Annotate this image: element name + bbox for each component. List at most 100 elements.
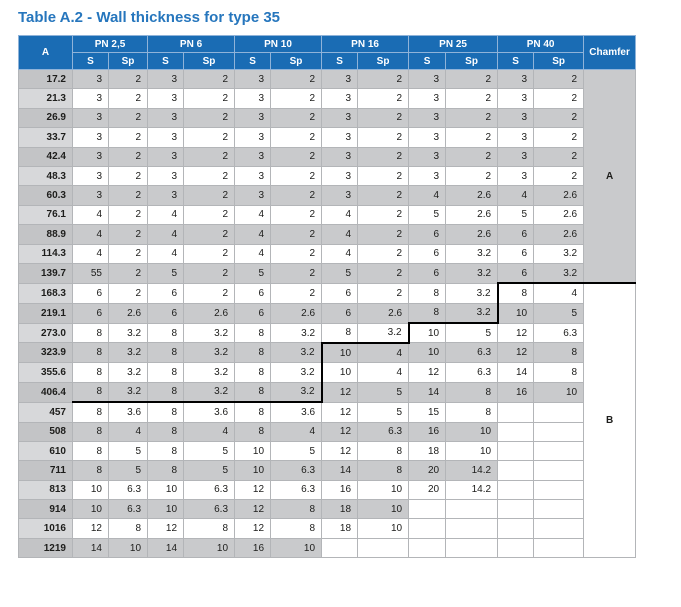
value-cell: 10: [445, 421, 499, 442]
value-cell: 6: [408, 224, 447, 245]
value-cell: 3: [408, 165, 447, 187]
table-row: 1219 14 10 14 10 16 10: [18, 537, 636, 559]
value-cell: 3.2: [107, 362, 149, 383]
value-cell: 8: [270, 518, 323, 539]
value-cell: [357, 537, 410, 559]
value-cell: 5: [321, 262, 359, 284]
value-cell: 3: [497, 146, 535, 167]
value-cell: 3.2: [107, 381, 149, 404]
value-cell: 2: [270, 146, 323, 167]
value-cell: 3: [321, 165, 359, 187]
value-cell: 10: [496, 302, 535, 324]
value-cell: 8: [147, 322, 185, 344]
value-cell: 10: [183, 537, 236, 559]
value-cell: 2.6: [270, 302, 323, 324]
value-cell: 6.3: [270, 479, 323, 501]
value-cell: 4: [147, 224, 185, 245]
value-cell: 6: [497, 224, 535, 245]
size-cell: 355.6: [18, 362, 73, 383]
value-cell: 5: [147, 262, 185, 284]
value-cell: 5: [357, 381, 410, 403]
value-cell: 10: [234, 460, 272, 481]
value-cell: 3: [234, 88, 272, 109]
value-cell: 2: [107, 185, 149, 206]
value-cell: 12: [234, 499, 272, 520]
value-cell: 8: [270, 499, 323, 520]
value-cell: 6.3: [357, 421, 410, 442]
value-cell: 3: [147, 127, 185, 148]
value-cell: 8: [533, 362, 585, 383]
sub-header: S: [408, 52, 447, 70]
value-cell: 2.6: [533, 224, 585, 245]
size-cell: 1219: [18, 537, 73, 559]
value-cell: 10: [147, 479, 185, 501]
value-cell: 5: [234, 262, 272, 284]
size-cell: 610: [18, 440, 73, 462]
size-cell: 508: [18, 421, 73, 442]
value-cell: 2: [270, 88, 323, 109]
value-cell: 4: [234, 204, 272, 226]
value-cell: 8: [147, 342, 185, 364]
value-cell: 3: [147, 88, 185, 109]
value-cell: 2: [357, 127, 410, 148]
value-cell: 3: [321, 107, 359, 129]
value-cell: 3: [497, 107, 535, 129]
value-cell: 16: [234, 537, 272, 559]
header-row: S Sp S Sp S Sp S Sp S Sp S Sp: [19, 52, 636, 70]
value-cell: 8: [234, 421, 272, 442]
value-cell: 8: [147, 460, 185, 481]
value-cell: 14: [321, 460, 359, 481]
value-cell: 3: [72, 107, 109, 129]
value-cell: 18: [321, 518, 359, 539]
value-cell: 2.6: [445, 204, 499, 226]
value-cell: [408, 499, 447, 520]
value-cell: 2: [445, 107, 499, 129]
value-cell: 4: [321, 224, 359, 245]
value-cell: 2: [107, 127, 149, 148]
value-cell: 5: [445, 322, 499, 344]
value-cell: 3.2: [107, 322, 149, 344]
value-cell: 6: [321, 302, 359, 324]
value-cell: 3.2: [270, 381, 323, 404]
value-cell: 10: [72, 499, 109, 520]
value-cell: 20: [408, 479, 447, 501]
value-cell: 8: [496, 282, 535, 304]
table-row: 26.9 3 2 3 2 3 2 3 2 3 2 3 2: [18, 107, 636, 129]
value-cell: 6: [72, 282, 109, 304]
table-head: A PN 2,5 PN 6 PN 10 PN 16 PN 25 PN 40 Chamfer S S…: [18, 35, 637, 70]
value-cell: 3: [234, 165, 272, 187]
value-cell: 2: [183, 204, 236, 226]
size-cell: 457: [18, 401, 73, 423]
value-cell: [445, 499, 499, 520]
table-row: 711 8 5 8 5 10 6.3 14 8 20 14.2: [18, 460, 636, 481]
value-cell: [533, 518, 585, 539]
value-cell: 3: [147, 146, 185, 167]
value-cell: 4: [533, 282, 585, 304]
value-cell: 3.2: [445, 282, 499, 304]
value-cell: 8: [72, 460, 109, 481]
value-cell: 8: [147, 401, 185, 423]
value-cell: 2: [533, 146, 585, 167]
value-cell: 6: [72, 302, 109, 324]
value-cell: 6: [497, 243, 535, 264]
value-cell: 8: [234, 362, 272, 383]
value-cell: [497, 440, 535, 462]
value-cell: 2: [270, 262, 323, 284]
value-cell: 2.6: [533, 185, 585, 206]
value-cell: 2: [357, 282, 410, 304]
value-cell: 2.6: [445, 185, 499, 206]
value-cell: 2: [357, 185, 410, 206]
value-cell: 3: [147, 68, 185, 90]
value-cell: [533, 537, 585, 559]
value-cell: 8: [321, 322, 359, 344]
value-cell: 2.6: [445, 224, 499, 245]
value-cell: 55: [72, 262, 109, 284]
value-cell: 4: [147, 204, 185, 226]
value-cell: 4: [234, 224, 272, 245]
value-cell: 8: [533, 342, 585, 364]
value-cell: 3.2: [270, 362, 323, 383]
value-cell: [497, 537, 535, 559]
table-row: 60.3 3 2 3 2 3 2 3 2 4 2.6 4 2.6: [18, 185, 636, 206]
value-cell: [497, 479, 535, 501]
value-cell: 6: [147, 282, 185, 304]
